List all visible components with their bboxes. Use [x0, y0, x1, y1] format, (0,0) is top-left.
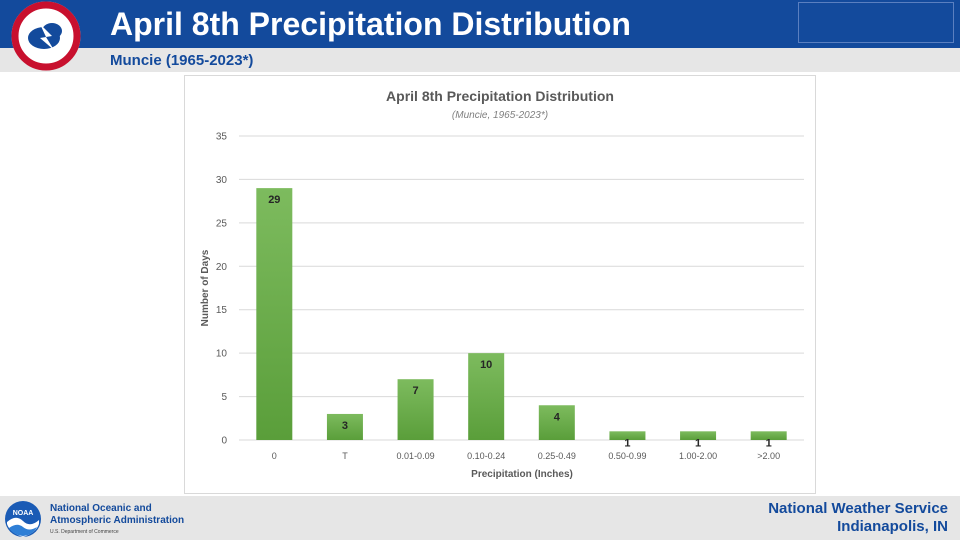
x-tick-label: T: [342, 451, 348, 461]
bar: [326, 413, 363, 440]
grid-layer: [239, 135, 804, 441]
header-placeholder-box: [798, 2, 954, 43]
x-tick-label: 1.00-2.00: [679, 451, 717, 461]
bar: [680, 431, 717, 440]
bar: [468, 353, 505, 440]
office-block: National Weather Service Indianapolis, I…: [768, 500, 948, 536]
y-tick-label: 5: [221, 392, 227, 403]
bar: [397, 379, 434, 440]
bar: [609, 431, 646, 440]
x-tick-label: >2.00: [757, 451, 780, 461]
chart-subtitle: (Muncie, 1965-2023*): [452, 110, 548, 121]
y-tick-label: 0: [221, 436, 227, 447]
x-tick-label: 0: [272, 451, 277, 461]
bar-value-label: 10: [480, 359, 492, 371]
y-tick-label: 25: [216, 218, 228, 229]
y-tick-label: 30: [216, 175, 228, 186]
bar: [750, 431, 787, 440]
bar: [538, 405, 575, 440]
bar: [256, 188, 293, 440]
y-tick-label: 35: [216, 132, 228, 143]
x-tick-label: 0.01-0.09: [397, 451, 435, 461]
office-location: Indianapolis, IN: [837, 518, 948, 535]
nws-logo-icon: [11, 1, 81, 71]
subheader-bar: [0, 48, 960, 72]
chart-title: April 8th Precipitation Distribution: [386, 88, 614, 104]
labels-layer: 0 5 10 15 20 25 30 35 29 0 3 T 7 0.01-0.09 10 0.10-0.24…: [216, 132, 780, 462]
page-title: April 8th Precipitation Distribution: [110, 6, 631, 42]
svg-text:NOAA: NOAA: [13, 510, 34, 517]
office-name: National Weather Service: [768, 500, 948, 517]
x-tick-label: 0.25-0.49: [538, 451, 576, 461]
agency-department: U.S. Department of Commerce: [50, 529, 119, 535]
bar-value-label: 7: [413, 385, 419, 397]
bar-value-label: 1: [766, 437, 772, 449]
y-tick-label: 10: [216, 349, 228, 360]
bars-layer: [256, 188, 787, 440]
x-axis-label: Precipitation (Inches): [471, 469, 573, 480]
y-axis-label: Number of Days: [200, 249, 211, 326]
agency-name: National Oceanic and Atmospheric Adminis…: [50, 503, 185, 526]
page-subtitle: Muncie (1965-2023*): [110, 52, 254, 69]
bar-value-label: 29: [268, 194, 280, 206]
x-tick-label: 0.50-0.99: [608, 451, 646, 461]
y-tick-label: 15: [216, 305, 228, 316]
y-tick-label: 20: [216, 262, 228, 273]
bar-value-label: 1: [695, 437, 701, 449]
bar-value-label: 1: [624, 437, 630, 449]
bar-value-label: 4: [554, 411, 561, 423]
bar-value-label: 3: [342, 420, 348, 432]
precipitation-bar-chart: 0 5 10 15 20 25 30 35 29 0 3 T 7 0.01-0.09 10 0.10-0.24…: [200, 88, 804, 480]
noaa-logo-icon: NOAA: [5, 501, 41, 537]
footer-bar: [0, 496, 960, 540]
x-tick-label: 0.10-0.24: [467, 451, 505, 461]
